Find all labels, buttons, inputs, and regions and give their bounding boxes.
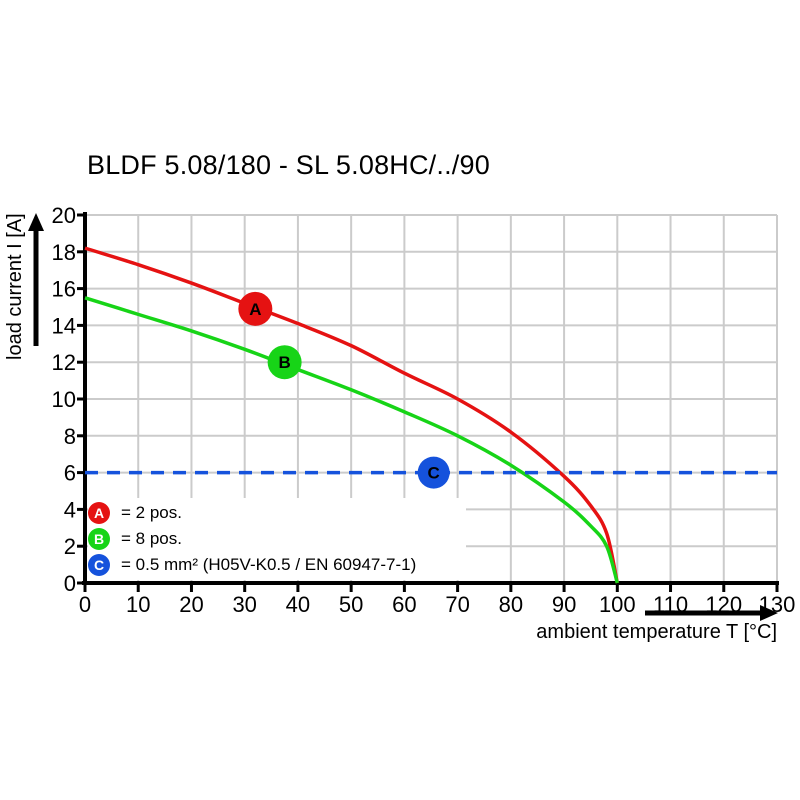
y-tick-label: 16 bbox=[52, 277, 76, 302]
legend-item-a: A = 2 pos. bbox=[88, 500, 466, 526]
marker-B-letter: B bbox=[278, 353, 290, 372]
x-tick-label: 90 bbox=[552, 592, 576, 617]
y-tick-label: 8 bbox=[64, 424, 76, 449]
chart-title: BLDF 5.08/180 - SL 5.08HC/../90 bbox=[87, 150, 490, 180]
legend-item-b-label: = 8 pos. bbox=[121, 529, 182, 548]
marker-A-letter: A bbox=[249, 300, 261, 319]
x-tick-label: 60 bbox=[392, 592, 416, 617]
x-tick-label: 80 bbox=[499, 592, 523, 617]
legend-item-b: B = 8 pos. bbox=[88, 526, 466, 552]
y-tick-label: 6 bbox=[64, 461, 76, 486]
y-tick-label: 14 bbox=[52, 313, 76, 338]
x-tick-label: 100 bbox=[599, 592, 636, 617]
x-tick-label: 50 bbox=[339, 592, 363, 617]
marker-A-badge bbox=[238, 291, 273, 326]
marker-C-badge bbox=[417, 456, 450, 489]
x-tick-label: 10 bbox=[126, 592, 150, 617]
legend-marker-a-icon: A bbox=[88, 502, 110, 524]
legend-marker-c-icon: C bbox=[88, 554, 110, 576]
x-axis-label: ambient temperature T [°C] bbox=[536, 621, 777, 643]
y-tick-label: 12 bbox=[52, 350, 76, 375]
y-axis-arrowhead-icon bbox=[28, 213, 44, 231]
marker-C-letter: C bbox=[428, 464, 440, 483]
series-A-curve bbox=[84, 246, 620, 584]
y-tick-label: 10 bbox=[52, 387, 76, 412]
legend-item-c-label: = 0.5 mm² (H05V-K0.5 / EN 60947-7-1) bbox=[121, 555, 417, 574]
y-tick-label: 2 bbox=[64, 534, 76, 559]
marker-B-badge bbox=[267, 345, 302, 380]
x-tick-label: 70 bbox=[445, 592, 469, 617]
legend: A = 2 pos. B = 8 pos. C = 0.5 mm² (H05V-… bbox=[88, 498, 466, 580]
legend-item-a-label: = 2 pos. bbox=[121, 503, 182, 522]
y-tick-label: 0 bbox=[64, 571, 76, 596]
legend-marker-b-icon: B bbox=[88, 528, 110, 550]
y-tick-label: 20 bbox=[52, 203, 76, 228]
y-tick-label: 18 bbox=[52, 240, 76, 265]
x-axis-arrowhead-icon bbox=[760, 605, 778, 621]
series-B-curve bbox=[84, 296, 619, 584]
x-tick-label: 0 bbox=[79, 592, 91, 617]
legend-item-c: C = 0.5 mm² (H05V-K0.5 / EN 60947-7-1) bbox=[88, 552, 466, 578]
x-tick-label: 40 bbox=[286, 592, 310, 617]
y-tick-label: 4 bbox=[64, 497, 76, 522]
x-tick-label: 30 bbox=[232, 592, 256, 617]
x-tick-label: 20 bbox=[179, 592, 203, 617]
